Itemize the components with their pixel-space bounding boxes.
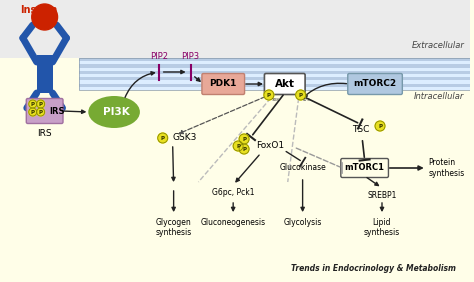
Text: PDK1: PDK1 — [210, 80, 237, 89]
Circle shape — [36, 108, 45, 116]
Circle shape — [264, 90, 274, 100]
Bar — [0, 58, 470, 282]
Text: 473: 473 — [303, 98, 311, 102]
Circle shape — [296, 90, 306, 100]
Bar — [79, 71, 470, 74]
Text: P: P — [299, 93, 302, 98]
Text: PIP3: PIP3 — [182, 52, 200, 61]
FancyBboxPatch shape — [26, 98, 63, 124]
Text: P: P — [31, 110, 35, 115]
Circle shape — [32, 4, 57, 30]
Text: P: P — [242, 137, 246, 142]
Circle shape — [239, 134, 249, 144]
Circle shape — [158, 133, 168, 143]
Text: Insulin: Insulin — [20, 5, 57, 15]
Text: Lipid
synthesis: Lipid synthesis — [364, 218, 400, 237]
Text: P: P — [161, 136, 165, 141]
Bar — [79, 58, 470, 61]
Text: Glucokinase: Glucokinase — [279, 163, 326, 172]
Text: PI3K: PI3K — [103, 107, 129, 117]
Text: Gluconeogenesis: Gluconeogenesis — [201, 218, 266, 227]
Text: P: P — [242, 147, 246, 152]
Circle shape — [29, 100, 36, 108]
Circle shape — [375, 121, 385, 131]
FancyBboxPatch shape — [348, 74, 402, 94]
Text: mTORC2: mTORC2 — [354, 80, 397, 89]
FancyBboxPatch shape — [264, 74, 305, 94]
FancyBboxPatch shape — [341, 158, 389, 177]
Bar — [79, 77, 470, 80]
FancyBboxPatch shape — [202, 74, 245, 94]
Text: Glycolysis: Glycolysis — [283, 218, 322, 227]
Text: P: P — [39, 110, 43, 115]
Bar — [36, 55, 53, 93]
Text: FoxO1: FoxO1 — [256, 140, 284, 149]
Circle shape — [29, 108, 36, 116]
Bar — [79, 64, 470, 68]
Text: P: P — [39, 102, 43, 107]
Text: IRS: IRS — [37, 129, 52, 138]
Bar — [79, 80, 470, 83]
Text: TSC: TSC — [352, 125, 370, 135]
Ellipse shape — [88, 96, 140, 128]
Text: P: P — [378, 124, 382, 129]
Text: Trends in Endocrinology & Metabolism: Trends in Endocrinology & Metabolism — [292, 264, 456, 273]
Text: IRS: IRS — [49, 107, 64, 116]
Text: GSK3: GSK3 — [173, 133, 197, 142]
Text: Protein
synthesis: Protein synthesis — [428, 158, 465, 178]
Bar — [79, 58, 470, 90]
Text: SREBP1: SREBP1 — [367, 191, 397, 200]
Text: P: P — [267, 93, 271, 98]
Text: G6pc, Pck1: G6pc, Pck1 — [212, 188, 255, 197]
Bar — [79, 68, 470, 71]
Bar — [79, 74, 470, 77]
Circle shape — [36, 100, 45, 108]
Bar — [79, 61, 470, 64]
Text: 308: 308 — [272, 98, 279, 102]
Text: Intracellular: Intracellular — [414, 92, 465, 101]
Circle shape — [233, 141, 243, 151]
Text: PIP2: PIP2 — [150, 52, 168, 61]
Bar — [79, 87, 470, 90]
Text: Glycogen
synthesis: Glycogen synthesis — [155, 218, 192, 237]
Text: Akt: Akt — [275, 79, 295, 89]
Text: Extracellular: Extracellular — [411, 41, 465, 50]
Text: P: P — [236, 144, 240, 149]
Bar — [79, 83, 470, 87]
Circle shape — [239, 144, 249, 154]
Bar — [0, 0, 470, 58]
Text: P: P — [31, 102, 35, 107]
Text: mTORC1: mTORC1 — [345, 164, 384, 173]
